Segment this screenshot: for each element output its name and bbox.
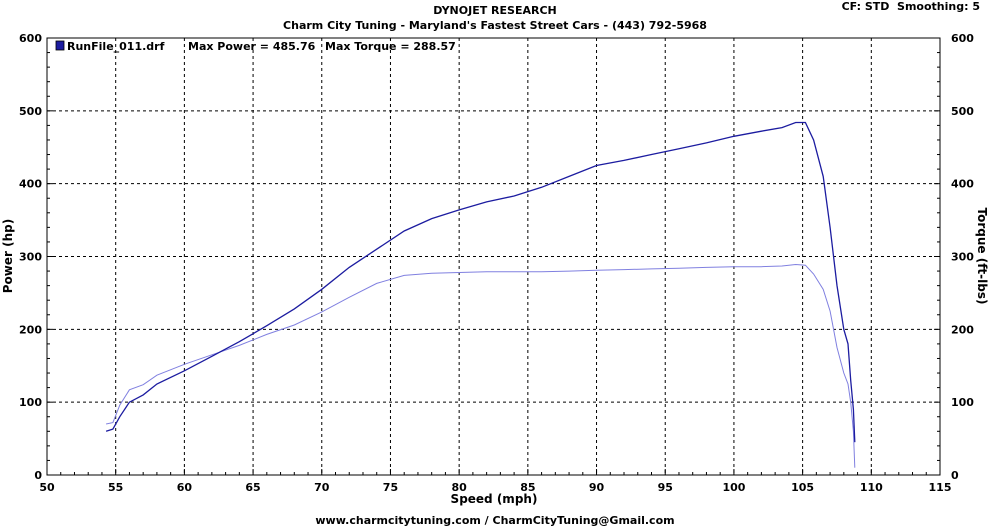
y-axis-label: Power (hp) [1, 219, 15, 293]
x-tick-label: 50 [39, 481, 55, 494]
x-axis-ticks: 50 55 60 65 70 75 80 85 90 95 100 105 110 115 [39, 469, 951, 494]
y-tick-label: 500 [19, 105, 42, 118]
x-tick-label: 95 [658, 481, 673, 494]
y2-tick-label: 500 [951, 105, 974, 118]
y-tick-label: 400 [19, 178, 42, 191]
chart-subtitle: Charm City Tuning - Maryland's Fastest S… [283, 19, 707, 32]
legend: RunFile_011.drf Max Power = 485.76 Max T… [55, 40, 456, 53]
y2-axis-label: Torque (ft-lbs) [975, 208, 989, 305]
y-tick-label: 100 [19, 396, 42, 409]
footer-contact: www.charmcitytuning.com / CharmCityTunin… [315, 514, 674, 527]
y-axis-ticks: 0 100 200 300 400 500 600 [19, 32, 53, 482]
y2-axis-ticks: 0 100 200 300 400 500 600 [934, 32, 974, 482]
x-tick-label: 65 [245, 481, 260, 494]
x-tick-label: 60 [177, 481, 193, 494]
grid-lines [47, 38, 940, 475]
y-tick-label: 200 [19, 323, 42, 336]
y2-tick-label: 400 [951, 178, 974, 191]
series-line-power [105, 121, 856, 443]
x-axis-label: Speed (mph) [451, 492, 538, 506]
y-tick-label: 600 [19, 32, 42, 45]
y2-tick-label: 100 [951, 396, 974, 409]
y-tick-label: 300 [19, 251, 42, 264]
y2-tick-label: 200 [951, 323, 974, 336]
y-tick-label: 0 [34, 469, 42, 482]
y2-tick-label: 300 [951, 251, 974, 264]
x-tick-label: 90 [589, 481, 605, 494]
x-tick-label: 110 [860, 481, 883, 494]
settings-readout: CF: STD Smoothing: 5 [842, 0, 980, 13]
y2-tick-label: 600 [951, 32, 974, 45]
x-tick-label: 70 [314, 481, 330, 494]
x-tick-label: 115 [929, 481, 952, 494]
y2-tick-label: 0 [951, 469, 959, 482]
x-tick-label: 105 [791, 481, 814, 494]
legend-max-power: Max Power = 485.76 [188, 40, 316, 53]
x-tick-label: 85 [520, 481, 535, 494]
x-tick-label: 75 [383, 481, 398, 494]
legend-max-torque: Max Torque = 288.57 [325, 40, 456, 53]
legend-run-file: RunFile_011.drf [67, 40, 165, 53]
legend-swatch [55, 40, 65, 51]
x-tick-label: 100 [722, 481, 745, 494]
series-line-torque [105, 263, 856, 468]
x-tick-label: 80 [451, 481, 467, 494]
x-tick-label: 55 [108, 481, 123, 494]
chart-title: DYNOJET RESEARCH [433, 4, 556, 17]
